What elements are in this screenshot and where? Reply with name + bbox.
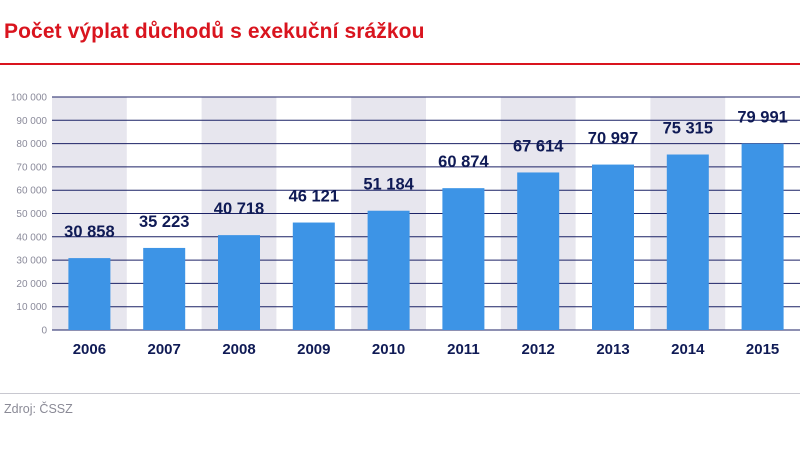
y-tick-label: 100 000 bbox=[11, 93, 48, 104]
x-tick-label: 2012 bbox=[522, 341, 555, 358]
data-label: 35 223 bbox=[139, 213, 189, 231]
data-label: 40 718 bbox=[214, 200, 264, 218]
x-tick-label: 2014 bbox=[671, 341, 705, 358]
y-tick-label: 20 000 bbox=[16, 279, 47, 290]
bar bbox=[292, 222, 335, 330]
x-tick-label: 2007 bbox=[148, 341, 181, 358]
title-underline bbox=[0, 63, 800, 65]
x-tick-label: 2013 bbox=[596, 341, 629, 358]
y-tick-label: 60 000 bbox=[16, 186, 47, 197]
bar bbox=[367, 210, 410, 330]
x-tick-label: 2011 bbox=[447, 341, 480, 358]
data-label: 79 991 bbox=[737, 109, 787, 127]
y-tick-label: 50 000 bbox=[16, 209, 47, 220]
x-tick-label: 2006 bbox=[73, 341, 106, 358]
data-label: 51 184 bbox=[363, 176, 414, 194]
y-tick-label: 10 000 bbox=[16, 302, 47, 313]
x-axis-ticks: 2006 2007 2008 2009 2010 2011 2012 2013 2014 2015 bbox=[73, 341, 780, 358]
bar bbox=[666, 154, 709, 330]
bars bbox=[68, 143, 784, 330]
chart-title: Počet výplat důchodů s exekuční srážkou bbox=[4, 20, 425, 43]
y-tick-label: 90 000 bbox=[16, 116, 47, 127]
y-tick-label: 40 000 bbox=[16, 232, 47, 243]
y-axis-ticks: 0 10 000 20 000 30 000 40 000 50 000 60 000 70 … bbox=[11, 93, 48, 337]
bar bbox=[741, 143, 784, 330]
y-tick-label: 80 000 bbox=[16, 139, 47, 150]
bar bbox=[517, 172, 560, 330]
data-labels: 30 858 35 223 40 718 46 121 51 184 60 874 67 6… bbox=[64, 109, 788, 241]
data-label: 60 874 bbox=[438, 153, 489, 171]
bar bbox=[68, 258, 111, 330]
data-label: 75 315 bbox=[663, 120, 713, 138]
data-label: 46 121 bbox=[289, 188, 339, 206]
bar bbox=[218, 235, 260, 330]
y-tick-label: 30 000 bbox=[16, 256, 47, 267]
bar-chart: 0 10 000 20 000 30 000 40 000 50 000 60 000 70 … bbox=[11, 93, 800, 358]
y-tick-label: 0 bbox=[41, 326, 47, 337]
data-label: 30 858 bbox=[64, 223, 114, 241]
data-label: 70 997 bbox=[588, 130, 638, 148]
source-note: Zdroj: ČSSZ bbox=[4, 402, 73, 416]
bar bbox=[592, 164, 634, 330]
x-tick-label: 2015 bbox=[746, 341, 779, 358]
data-label: 67 614 bbox=[513, 137, 564, 155]
x-tick-label: 2010 bbox=[372, 341, 405, 358]
x-tick-label: 2009 bbox=[297, 341, 330, 358]
y-tick-label: 70 000 bbox=[16, 162, 47, 173]
x-tick-label: 2008 bbox=[222, 341, 255, 358]
bar bbox=[143, 247, 186, 330]
footer-divider bbox=[0, 393, 800, 394]
bar bbox=[442, 188, 485, 330]
